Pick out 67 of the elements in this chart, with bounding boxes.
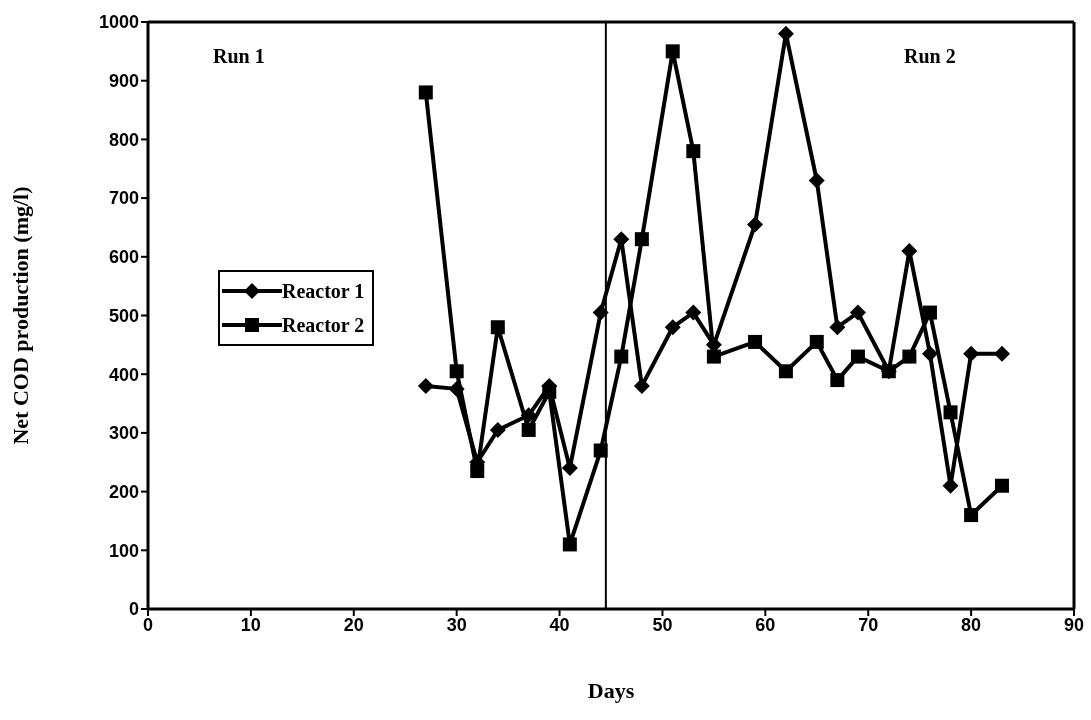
- y-tick-label: 0: [128, 599, 139, 620]
- annotation: Run 1: [213, 45, 265, 68]
- point: [778, 364, 793, 379]
- y-axis-title: Net COD production (mg/l): [7, 186, 33, 445]
- x-tick-label: 70: [858, 614, 879, 635]
- point: [747, 216, 764, 233]
- point: [963, 345, 980, 362]
- x-tick-label: 50: [652, 614, 673, 635]
- point: [748, 334, 763, 349]
- x-tick-label: 40: [549, 614, 570, 635]
- point: [902, 349, 917, 364]
- x-axis-title: Days: [587, 678, 635, 703]
- point: [809, 334, 824, 349]
- point: [449, 364, 464, 379]
- x-tick-label: 10: [240, 614, 261, 635]
- point: [633, 377, 650, 394]
- legend-label: Reactor 2: [282, 313, 365, 337]
- point: [881, 364, 896, 379]
- point: [901, 242, 918, 259]
- point: [830, 373, 845, 388]
- legend-label: Reactor 1: [282, 279, 365, 303]
- point: [921, 345, 938, 362]
- point: [943, 405, 958, 420]
- point: [685, 304, 702, 321]
- point: [490, 320, 505, 335]
- point: [470, 464, 485, 479]
- point: [993, 345, 1010, 362]
- y-tick-label: 200: [108, 481, 139, 502]
- y-tick-label: 100: [108, 540, 139, 561]
- point: [829, 319, 846, 336]
- point: [994, 478, 1009, 493]
- point: [922, 305, 937, 320]
- x-tick-label: 80: [961, 614, 982, 635]
- point: [520, 407, 537, 424]
- point: [593, 443, 608, 458]
- point: [592, 304, 609, 321]
- point: [665, 44, 680, 59]
- y-tick-label: 300: [108, 423, 139, 444]
- y-tick-label: 600: [108, 247, 139, 268]
- annotation: Run 2: [904, 45, 956, 68]
- y-tick-label: 900: [108, 71, 139, 92]
- y-tick-label: 800: [108, 129, 139, 150]
- y-tick-label: 400: [108, 364, 139, 385]
- point: [417, 377, 434, 394]
- y-tick-label: 1000: [98, 12, 139, 33]
- x-tick-label: 60: [755, 614, 776, 635]
- point: [964, 508, 979, 523]
- point: [686, 144, 701, 159]
- point: [521, 422, 536, 437]
- point: [489, 421, 506, 438]
- point: [808, 172, 825, 189]
- y-tick-label: 700: [108, 188, 139, 209]
- point: [562, 537, 577, 552]
- point: [542, 384, 557, 399]
- point: [850, 349, 865, 364]
- x-tick-label: 20: [343, 614, 364, 635]
- point: [706, 349, 721, 364]
- point: [448, 380, 465, 397]
- point: [418, 85, 433, 100]
- y-tick-label: 500: [108, 305, 139, 326]
- point: [849, 304, 866, 321]
- x-tick-label: 30: [446, 614, 467, 635]
- x-tick-label: 0: [142, 614, 154, 635]
- point: [664, 319, 681, 336]
- x-tick-label: 90: [1063, 614, 1085, 635]
- point: [614, 349, 629, 364]
- point: [634, 232, 649, 247]
